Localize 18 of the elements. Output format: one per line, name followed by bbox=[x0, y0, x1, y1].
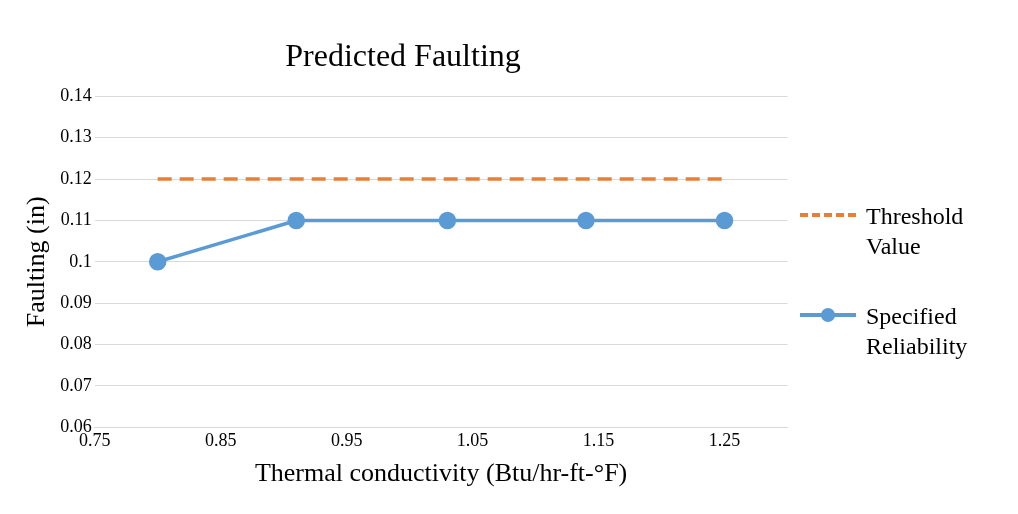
x-tick-label: 1.25 bbox=[708, 429, 741, 450]
y-tick-label: 0.14 bbox=[60, 85, 92, 106]
x-tick-label: 1.15 bbox=[582, 429, 615, 450]
x-axis-title: Thermal conductivity (Btu/hr-ft-°F) bbox=[254, 458, 628, 488]
x-tick-label: 0.85 bbox=[204, 429, 237, 450]
chart-title: Predicted Faulting bbox=[285, 36, 521, 73]
x-tick-label: 1.05 bbox=[456, 429, 489, 450]
x-tick-label: 0.95 bbox=[330, 429, 363, 450]
y-axis-title: Faulting (in) bbox=[21, 196, 51, 328]
y-tick-label: 0.13 bbox=[60, 126, 92, 147]
y-tick-label: 0.08 bbox=[60, 333, 92, 354]
y-tick-label: 0.09 bbox=[60, 291, 92, 312]
y-tick-label: 0.11 bbox=[60, 209, 92, 230]
y-tick-label: 0.07 bbox=[60, 374, 92, 395]
legend-label: Threshold Value bbox=[866, 202, 965, 261]
y-tick-label: 0.12 bbox=[60, 167, 92, 188]
legend-label: Specified Reliability bbox=[866, 302, 969, 361]
y-tick-label: 0.1 bbox=[69, 250, 92, 271]
